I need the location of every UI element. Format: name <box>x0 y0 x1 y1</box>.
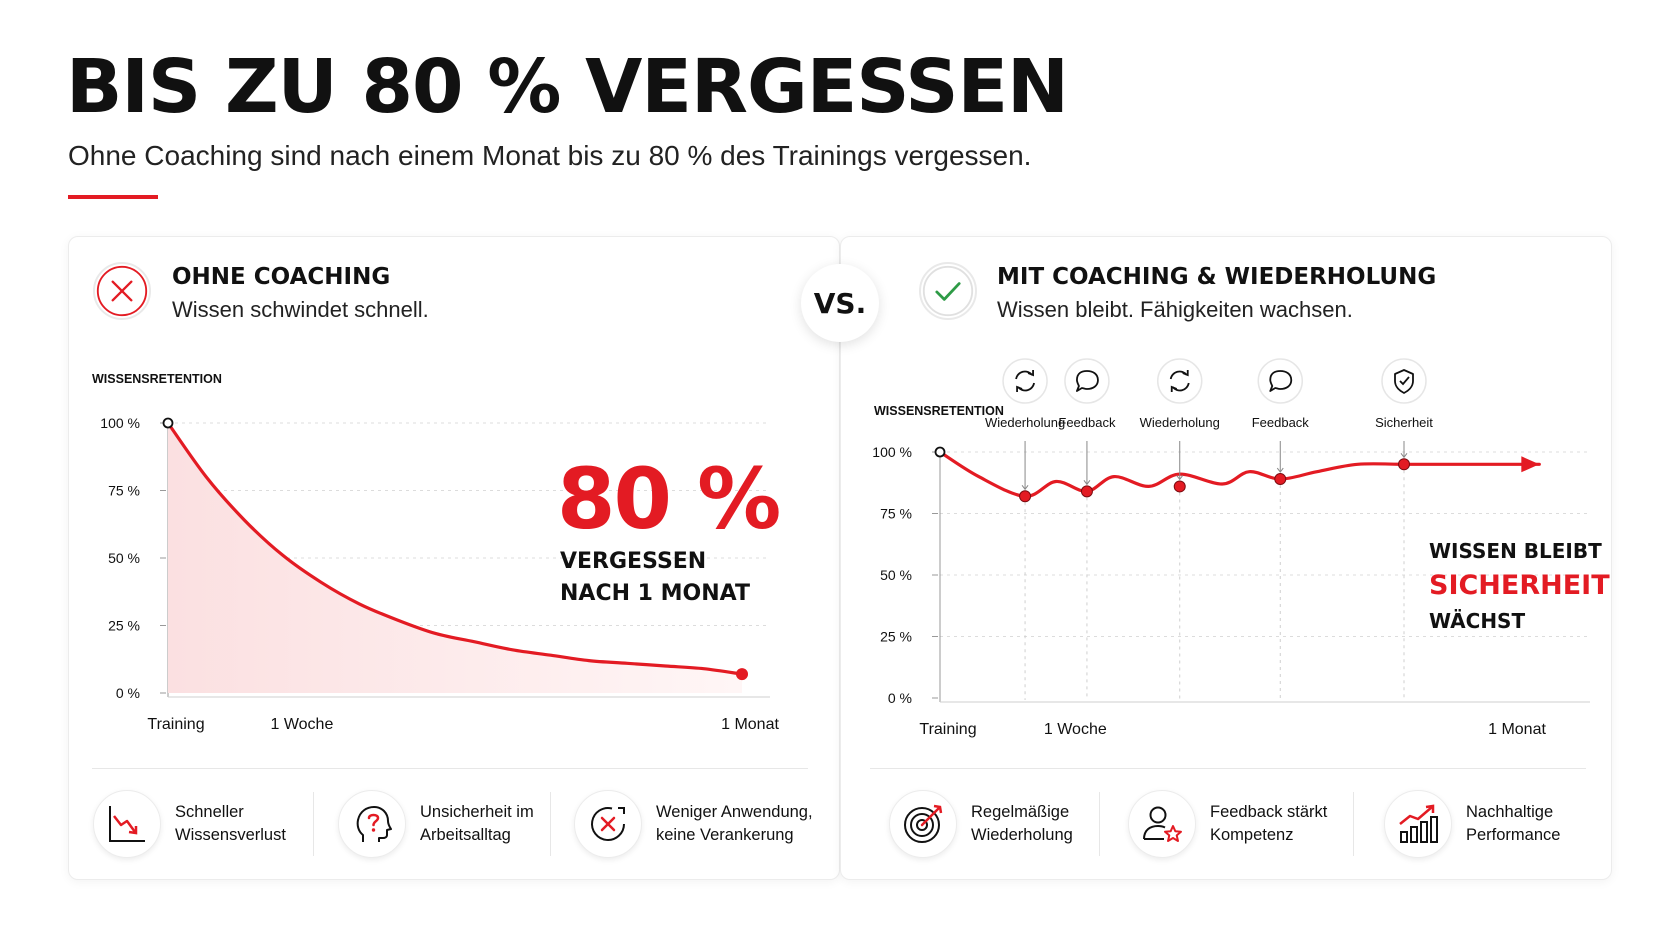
marker-stem-arrow <box>1083 480 1091 486</box>
marker-stem-arrow <box>1276 467 1284 473</box>
left-subheading: Wissen schwindet schnell. <box>172 297 429 322</box>
marker-feedback: Feedback <box>1252 358 1310 700</box>
left-stat-line1: VERGESSEN <box>560 549 707 574</box>
y-tick-label: 75 % <box>880 506 912 522</box>
left-divider <box>92 768 808 769</box>
marker-wiederholung: Wiederholung <box>985 358 1065 700</box>
marker-icon-circle <box>1002 358 1048 404</box>
accent-rule <box>68 195 158 199</box>
right-stat-line1: WISSEN BLEIBT <box>1429 539 1602 563</box>
arrow-head <box>1521 456 1540 473</box>
marker-label: Feedback <box>1252 415 1310 430</box>
feature-label: Unsicherheit im Arbeitsalltag <box>420 803 534 844</box>
marker-icon-circle <box>1064 358 1110 404</box>
page-subtitle: Ohne Coaching sind nach einem Monat bis … <box>68 140 1032 171</box>
x-tick-label: 1 Monat <box>721 716 779 733</box>
x-tick-label: 1 Monat <box>1488 721 1546 738</box>
marker-sicherheit: Sicherheit <box>1375 358 1433 700</box>
left-stat-line2: NACH 1 MONAT <box>560 581 750 606</box>
growth-chart-icon <box>1384 790 1452 858</box>
x-tick-label: 1 Woche <box>271 716 334 733</box>
marker-icon-circle <box>1381 358 1427 404</box>
vs-badge: VS. <box>801 264 879 342</box>
left-stat-value: 80 % <box>557 450 781 548</box>
refresh-icon <box>1169 370 1190 392</box>
chart-right: WISSENSRETENTION 0 % 25 % 50 % 75 % 100 % Trai… <box>872 358 1590 738</box>
speech-bubble-icon <box>1269 370 1293 392</box>
area-fill <box>168 423 742 693</box>
marker-point <box>1019 490 1032 503</box>
right-stat-highlight: SICHERHEIT <box>1429 570 1610 601</box>
marker-point <box>1173 480 1186 493</box>
x-tick-label: 1 Woche <box>1044 721 1107 738</box>
feature-label: Weniger Anwendung, keine Verankerung <box>656 803 813 844</box>
feature-separator <box>1099 792 1100 856</box>
feature-label: Schneller Wissensverlust <box>175 803 286 844</box>
feature-knowledge-loss: Schneller Wissensverlust <box>93 790 286 858</box>
series-line <box>166 421 744 676</box>
y-tick-label: 100 % <box>872 444 912 460</box>
right-heading: MIT COACHING & WIEDERHOLUNG <box>997 264 1437 290</box>
marker-point <box>1080 485 1093 498</box>
right-divider <box>870 768 1586 769</box>
refresh-icon <box>1015 370 1035 392</box>
start-point <box>162 417 174 429</box>
user-star-icon <box>1128 790 1196 858</box>
series-line <box>938 450 1541 498</box>
y-tick-label: 0 % <box>116 685 140 701</box>
marker-label: Wiederholung <box>1140 415 1220 430</box>
marker-point <box>1398 458 1410 471</box>
marker-icon-circle <box>1257 358 1304 404</box>
right-stat-line3: WÄCHST <box>1429 609 1526 633</box>
marker-point <box>1274 473 1287 486</box>
right-subheading: Wissen bleibt. Fähigkeiten wachsen. <box>997 297 1353 322</box>
y-tick-label: 75 % <box>108 483 140 499</box>
y-axis-label: WISSENSRETENTION <box>874 404 1004 418</box>
y-tick-label: 50 % <box>108 550 140 566</box>
feature-label: Regelmäßige Wiederholung <box>971 803 1073 844</box>
marker-label: Feedback <box>1058 415 1116 430</box>
marker-stem-arrow <box>1021 484 1029 491</box>
feature-separator <box>550 792 551 856</box>
marker-icon-circle <box>1156 358 1203 404</box>
feature-feedback: Feedback stärkt Kompetenz <box>1128 790 1327 858</box>
feature-separator <box>313 792 314 856</box>
y-tick-label: 50 % <box>880 567 912 583</box>
feature-label: Feedback stärkt Kompetenz <box>1210 803 1328 844</box>
feature-repetition: Regelmäßige Wiederholung <box>889 790 1073 858</box>
feature-performance: Nachhaltige Performance <box>1384 790 1560 858</box>
feature-uncertainty: Unsicherheit im Arbeitsalltag <box>338 790 534 858</box>
x-tick-label: Training <box>147 716 204 733</box>
marker-wiederholung: Wiederholung <box>1140 358 1220 700</box>
card-with-coaching <box>840 236 1612 880</box>
y-axis-label: WISSENSRETENTION <box>92 372 222 386</box>
page-title: BIS ZU 80 % VERGESSEN <box>66 44 1069 130</box>
y-tick-label: 25 % <box>108 618 140 634</box>
speech-bubble-icon <box>1076 370 1099 392</box>
left-heading: OHNE COACHING <box>172 264 391 290</box>
marker-label: Wiederholung <box>985 415 1065 430</box>
check-circle-icon <box>919 262 977 320</box>
marker-label: Sicherheit <box>1375 415 1433 430</box>
shield-check-icon <box>1394 369 1414 394</box>
feature-label: Nachhaltige Performance <box>1466 803 1561 844</box>
y-tick-label: 25 % <box>880 629 912 645</box>
marker-stem-arrow <box>1176 475 1184 481</box>
x-circle-icon <box>93 262 151 320</box>
marker-feedback: Feedback <box>1058 358 1116 700</box>
declining-chart-icon <box>93 790 161 858</box>
feature-less-application: Weniger Anwendung, keine Verankerung <box>574 790 813 858</box>
chart-left: WISSENSRETENTION 0 % 25 % 50 % 75 % 100 % Trai… <box>92 372 779 733</box>
start-point <box>934 446 946 458</box>
x-tick-label: Training <box>919 721 976 738</box>
y-tick-label: 100 % <box>100 415 140 431</box>
y-tick-label: 0 % <box>888 690 912 706</box>
end-point <box>736 668 748 681</box>
feature-separator <box>1353 792 1354 856</box>
marker-stem-arrow <box>1400 453 1408 459</box>
target-arrow-icon <box>889 790 957 858</box>
head-question-icon <box>338 790 406 858</box>
target-x-icon <box>574 790 642 858</box>
